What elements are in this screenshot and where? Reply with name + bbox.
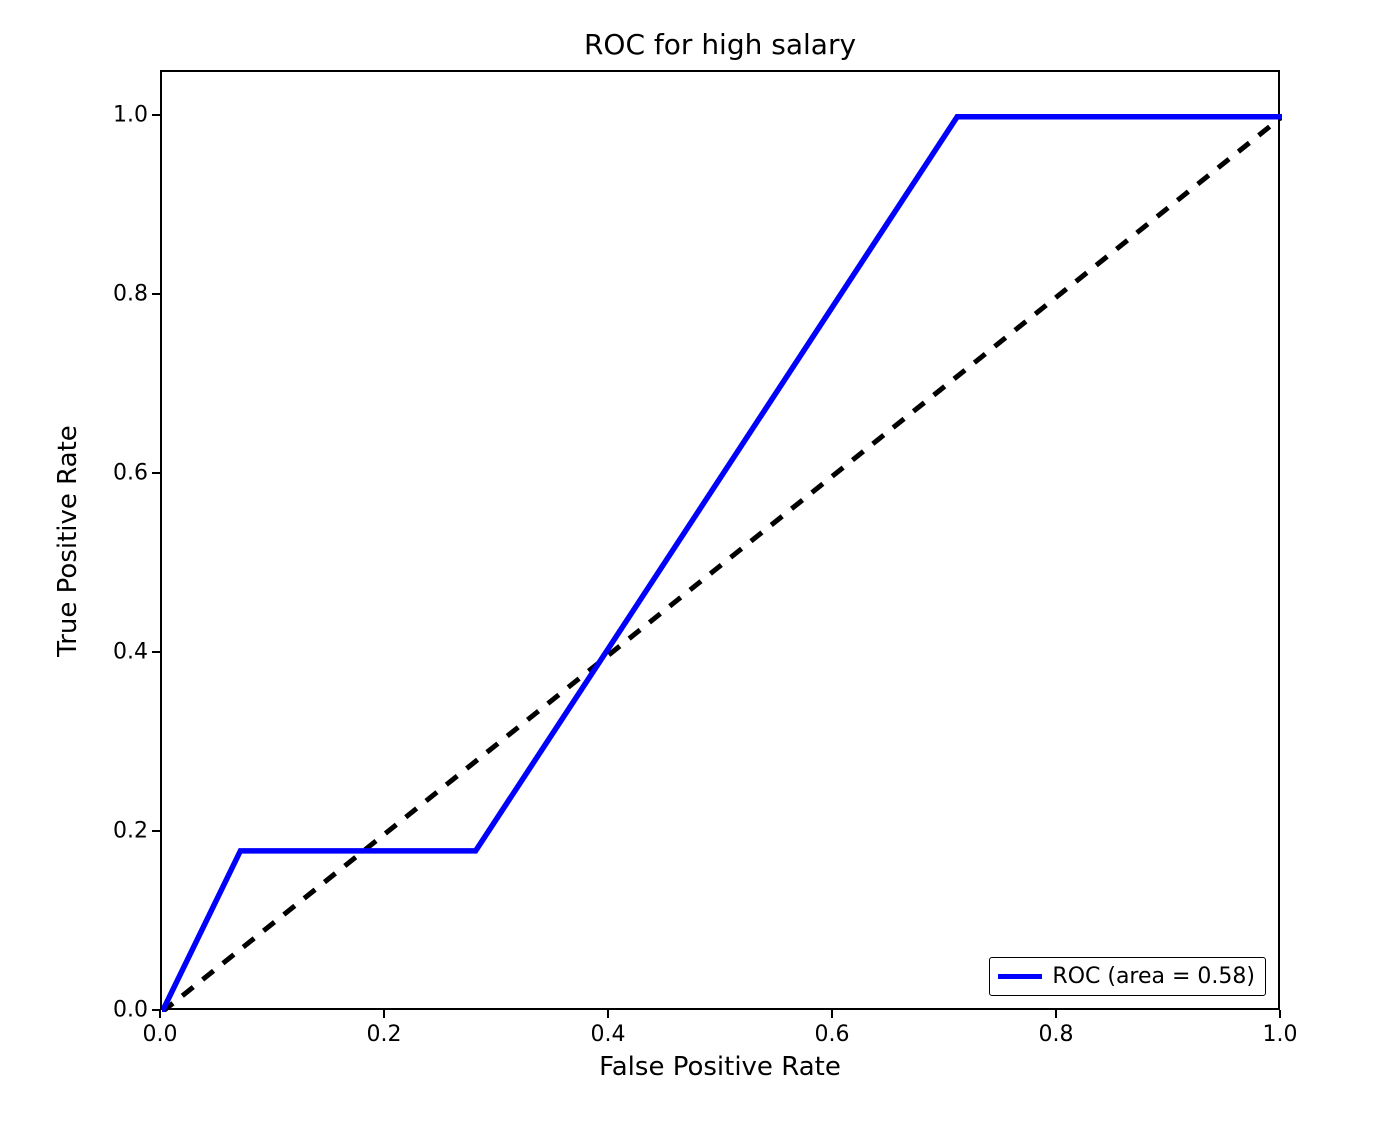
y-tick-label: 0.4 [112,639,148,664]
x-tick [1055,1010,1057,1018]
y-tick-label: 0.8 [112,281,148,306]
x-axis-label: False Positive Rate [160,1052,1280,1082]
x-tick [607,1010,609,1018]
legend: ROC (area = 0.58) [989,957,1266,996]
y-tick [152,651,160,653]
x-tick-label: 0.0 [143,1022,178,1047]
legend-line-sample [998,974,1042,979]
y-tick [152,293,160,295]
plot-area: ROC (area = 0.58) [160,70,1280,1010]
y-tick [152,830,160,832]
x-tick-label: 1.0 [1263,1022,1298,1047]
y-axis-label: True Positive Rate [53,71,83,1011]
x-tick-label: 0.2 [367,1022,402,1047]
y-tick [152,472,160,474]
x-tick [831,1010,833,1018]
y-tick-label: 1.0 [112,102,148,127]
x-tick [383,1010,385,1018]
x-tick-label: 0.6 [815,1022,850,1047]
chart-title: ROC for high salary [160,28,1280,61]
legend-label: ROC (area = 0.58) [1052,964,1255,989]
x-tick [159,1010,161,1018]
y-tick [152,1009,160,1011]
chart-container: ROC for high salary True Positive Rate F… [40,20,1320,1100]
plot-svg [162,72,1282,1012]
x-tick-label: 0.4 [591,1022,626,1047]
y-tick-label: 0.0 [112,998,148,1023]
y-tick [152,114,160,116]
x-tick-label: 0.8 [1039,1022,1074,1047]
x-tick [1279,1010,1281,1018]
diagonal-reference-line [162,117,1282,1012]
y-tick-label: 0.6 [112,460,148,485]
y-tick-label: 0.2 [112,818,148,843]
